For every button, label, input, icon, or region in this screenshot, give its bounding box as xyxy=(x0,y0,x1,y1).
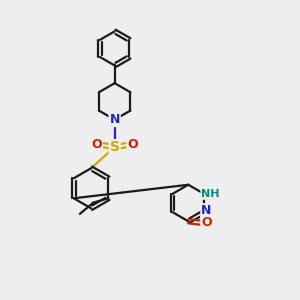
Text: O: O xyxy=(92,138,102,151)
Text: O: O xyxy=(201,216,212,229)
Text: O: O xyxy=(127,138,138,151)
Text: NH: NH xyxy=(201,189,220,199)
Text: N: N xyxy=(110,113,120,126)
Text: S: S xyxy=(110,140,120,154)
Text: N: N xyxy=(201,204,212,217)
